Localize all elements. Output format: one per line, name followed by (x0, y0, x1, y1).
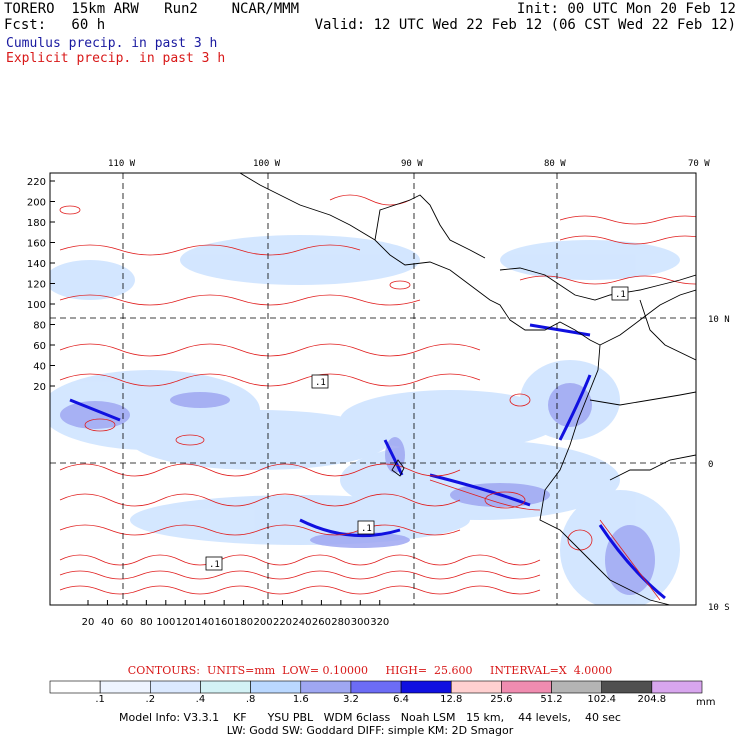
legend-label: .8 (246, 694, 256, 705)
x-tick-label: 240 (292, 617, 311, 628)
lat-label-0: 0 (708, 460, 713, 470)
legend-label: 6.4 (393, 694, 409, 705)
lat-label-10n: 10 N (708, 315, 730, 325)
model-info-line2: LW: Godd SW: Goddard DIFF: simple KM: 2D… (0, 724, 740, 737)
legend-label: 51.2 (540, 694, 562, 705)
x-tick-label: 80 (140, 617, 153, 628)
legend-swatch (301, 681, 351, 693)
y-tick-label: 200 (27, 198, 46, 209)
x-tick-label: 120 (176, 617, 195, 628)
lon-label-100w: 100 W (253, 159, 281, 169)
lon-label-80w: 80 W (544, 159, 566, 169)
x-tick-label: 280 (331, 617, 350, 628)
legend-swatch (652, 681, 702, 693)
legend-swatch (200, 681, 250, 693)
legend-swatch (351, 681, 401, 693)
y-tick-label: 140 (27, 259, 46, 270)
contour-info: CONTOURS: UNITS=mm LOW= 0.10000 HIGH= 25… (0, 664, 740, 677)
legend-label: 12.8 (440, 694, 462, 705)
legend-label: 102.4 (587, 694, 616, 705)
legend-label: .4 (196, 694, 206, 705)
model-info-line1: Model Info: V3.3.1 KF YSU PBL WDM 6class… (0, 711, 740, 724)
legend-label: 3.2 (343, 694, 359, 705)
x-tick-label: 160 (215, 617, 234, 628)
legend-label: 25.6 (490, 694, 512, 705)
x-tick-label: 40 (101, 617, 114, 628)
legend-swatch (451, 681, 501, 693)
legend-swatch (401, 681, 451, 693)
x-tick-label: 100 (156, 617, 175, 628)
x-tick-label: 60 (121, 617, 134, 628)
legend-swatch (552, 681, 602, 693)
y-tick-label: 100 (27, 300, 46, 311)
legend-swatch (50, 681, 100, 693)
x-tick-label: 140 (195, 617, 214, 628)
y-tick-label: 20 (33, 382, 46, 393)
lon-label-70w: 70 W (688, 159, 710, 169)
y-tick-label: 40 (33, 362, 46, 373)
x-tick-label: 200 (254, 617, 273, 628)
legend-label: .1 (95, 694, 105, 705)
y-tick-label: 120 (27, 280, 46, 291)
box-label-3: .1 (361, 524, 372, 534)
y-tick-label: 60 (33, 341, 46, 352)
lon-label-90w: 90 W (401, 159, 423, 169)
legend-label: 204.8 (638, 694, 667, 705)
legend-swatch (602, 681, 652, 693)
x-tick-label: 20 (82, 617, 95, 628)
legend-unit: mm (696, 697, 715, 708)
box-label-1: .1 (209, 560, 220, 570)
map-field-layer: .1 .1 .1 .1 (40, 173, 720, 610)
legend-label: .2 (146, 694, 156, 705)
box-label-2: .1 (315, 378, 326, 388)
legend-swatch (501, 681, 551, 693)
y-tick-label: 160 (27, 239, 46, 250)
y-tick-label: 180 (27, 218, 46, 229)
y-tick-label: 80 (33, 321, 46, 332)
lat-labels: 10 N 0 10 S (708, 315, 730, 613)
lon-label-110w: 110 W (108, 159, 136, 169)
legend-swatch (100, 681, 150, 693)
x-tick-label: 260 (312, 617, 331, 628)
lon-labels: 110 W 100 W 90 W 80 W 70 W (108, 159, 710, 169)
x-tick-label: 180 (234, 617, 253, 628)
x-tick-label: 300 (351, 617, 370, 628)
precip-map: .1 .1 .1 .1 110 W 100 W 90 W 80 W 70 W 1… (0, 0, 740, 740)
legend-label: 1.6 (293, 694, 309, 705)
box-label-4: .1 (615, 290, 626, 300)
y-tick-label: 220 (27, 177, 46, 188)
x-tick-label: 220 (273, 617, 292, 628)
legend-swatch (251, 681, 301, 693)
color-legend (50, 681, 702, 693)
lat-label-10s: 10 S (708, 603, 730, 613)
x-tick-label: 320 (370, 617, 389, 628)
legend-swatch (150, 681, 200, 693)
